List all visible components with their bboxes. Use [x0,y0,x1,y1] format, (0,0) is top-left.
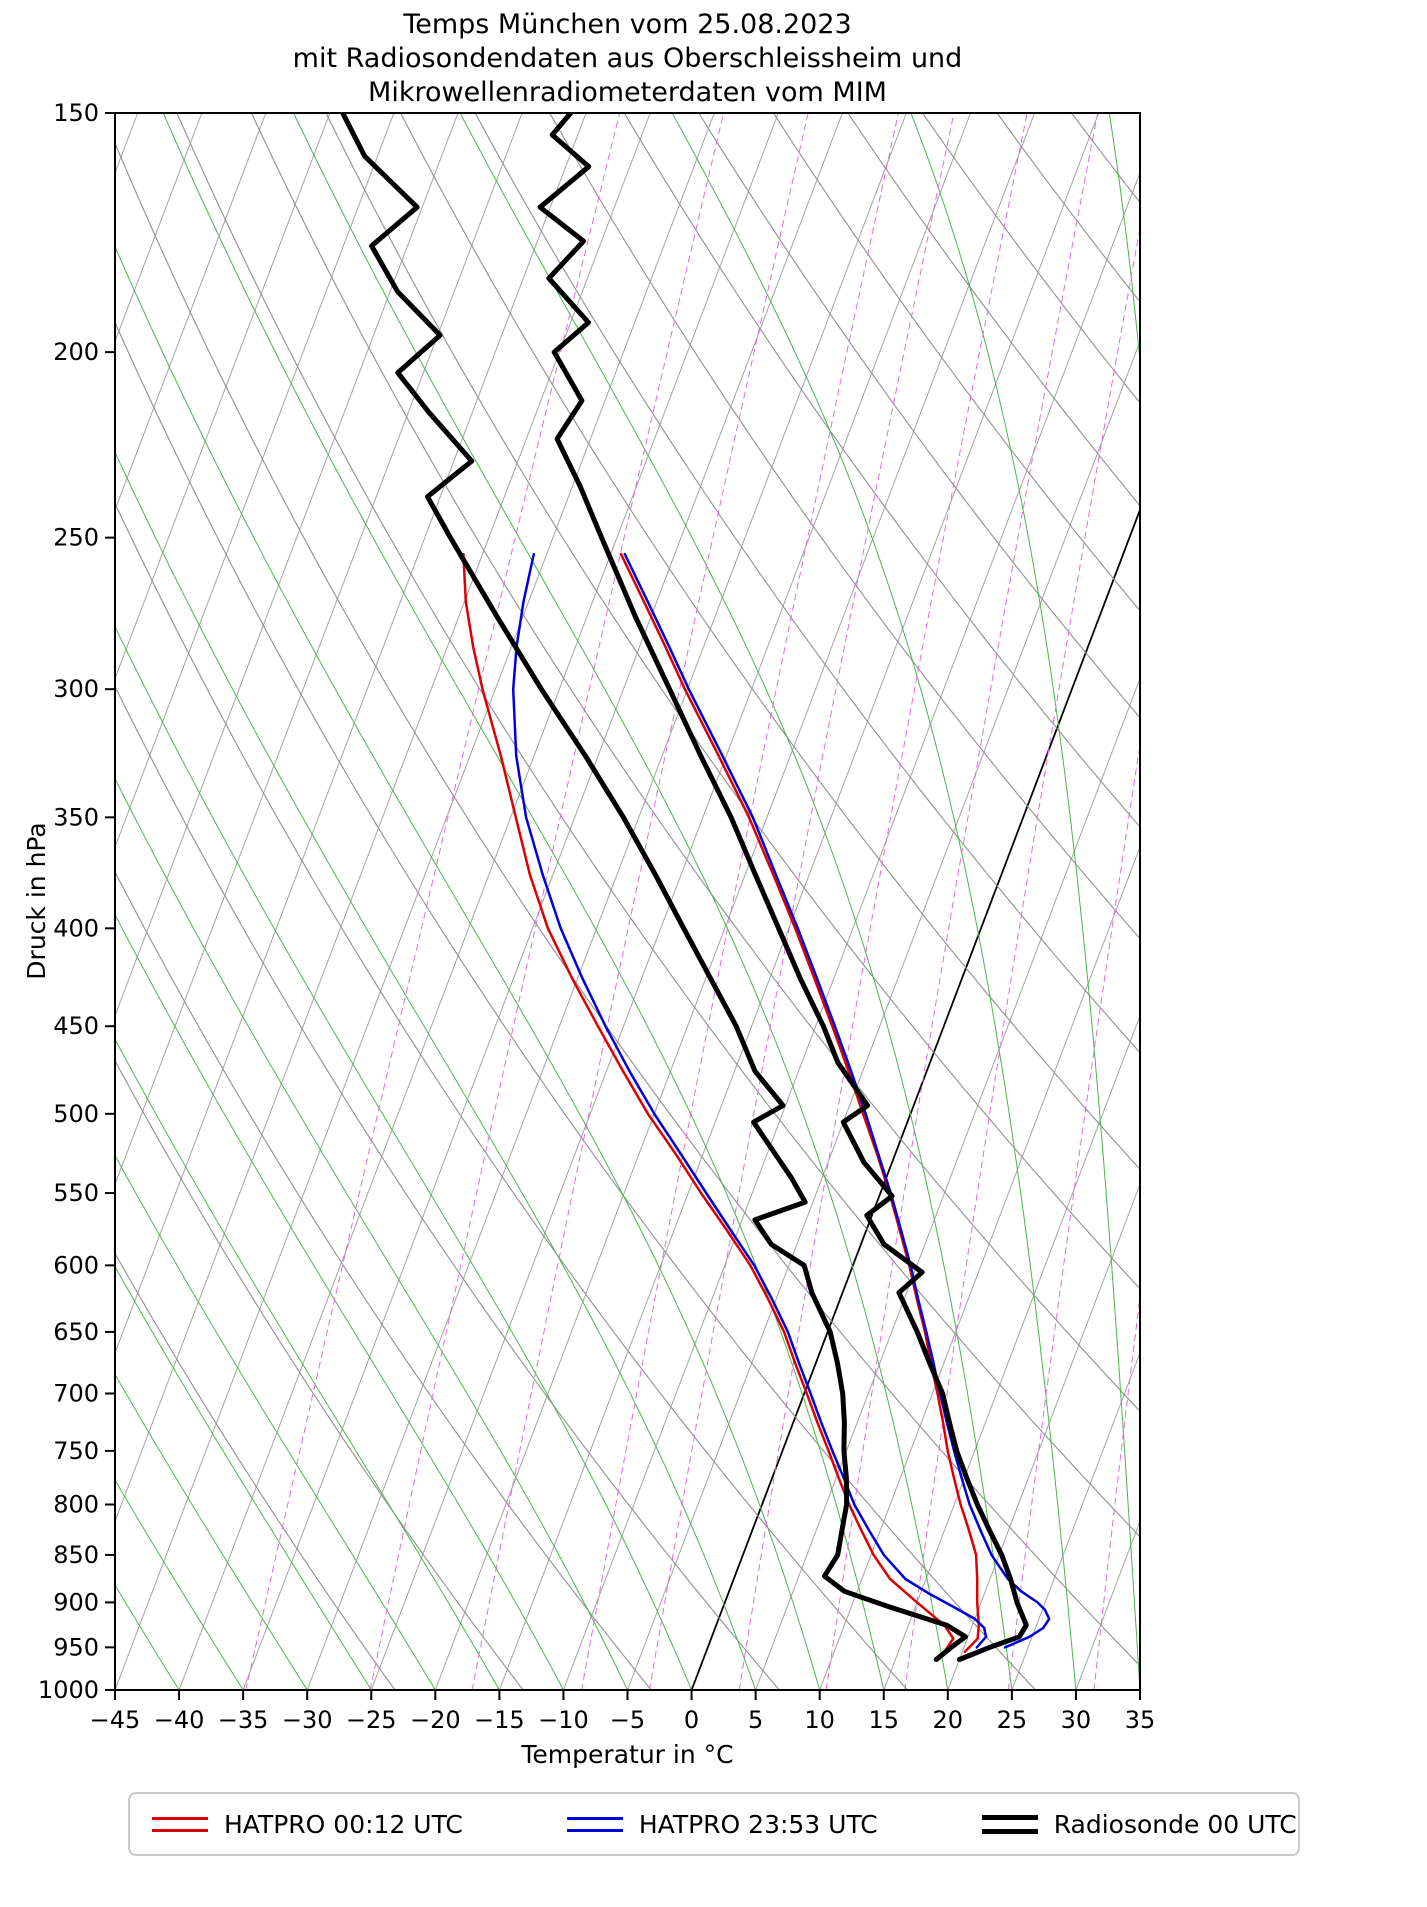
svg-text:−25: −25 [346,1706,397,1734]
svg-text:300: 300 [53,675,99,703]
legend-line [152,1828,208,1832]
legend-line [152,1816,208,1820]
svg-text:−30: −30 [282,1706,333,1734]
legend-line [566,1816,623,1820]
svg-text:15: 15 [868,1706,899,1734]
blue-line-icon [566,1816,623,1832]
svg-text:700: 700 [53,1380,99,1408]
chart-title-line-1: Temps München vom 25.08.2023 [403,9,852,40]
svg-text:10: 10 [804,1706,835,1734]
svg-text:800: 800 [53,1491,99,1519]
svg-text:850: 850 [53,1541,99,1569]
svg-text:950: 950 [53,1633,99,1661]
y-axis-label: Druck in hPa [22,822,51,980]
legend-item-hatpro-0012: HATPRO 00:12 UTC [152,1810,463,1839]
svg-text:−20: −20 [410,1706,461,1734]
legend-item-hatpro-2353: HATPRO 23:53 UTC [566,1809,878,1839]
svg-text:25: 25 [997,1706,1028,1734]
svg-text:0: 0 [684,1706,699,1734]
svg-text:150: 150 [53,99,99,127]
svg-text:−40: −40 [154,1706,205,1734]
legend-label-radiosonde: Radiosonde 00 UTC [1053,1809,1297,1839]
svg-text:−35: −35 [218,1706,269,1734]
chart-title-line-2: mit Radiosondendaten aus Oberschleisshei… [292,43,963,74]
legend-label-hatpro-2353: HATPRO 23:53 UTC [638,1809,878,1839]
black-line-icon [981,1814,1038,1834]
svg-text:250: 250 [53,524,99,552]
red-line-icon [152,1816,208,1832]
svg-text:400: 400 [53,914,99,942]
legend: HATPRO 00:12 UTC HATPRO 23:53 UTC Radios… [128,1792,1300,1856]
svg-text:1000: 1000 [38,1676,99,1704]
svg-text:30: 30 [1061,1706,1092,1734]
svg-text:−5: −5 [610,1706,645,1734]
legend-line [566,1828,623,1832]
svg-text:600: 600 [53,1251,99,1279]
svg-text:900: 900 [53,1588,99,1616]
legend-line [981,1814,1038,1820]
svg-text:20: 20 [933,1706,964,1734]
chart-title-line-3: Mikrowellenradiometerdaten vom MIM [368,77,887,108]
svg-text:350: 350 [53,803,99,831]
legend-line [981,1828,1038,1834]
svg-text:450: 450 [53,1012,99,1040]
chart-title: Temps München vom 25.08.2023 mit Radioso… [115,8,1140,110]
svg-text:35: 35 [1125,1706,1156,1734]
svg-text:650: 650 [53,1318,99,1346]
svg-text:550: 550 [53,1179,99,1207]
svg-text:500: 500 [53,1100,99,1128]
svg-text:−15: −15 [474,1706,525,1734]
svg-text:750: 750 [53,1437,99,1465]
svg-text:5: 5 [748,1706,763,1734]
svg-text:200: 200 [53,338,99,366]
svg-text:−45: −45 [90,1706,141,1734]
legend-item-radiosonde: Radiosonde 00 UTC [981,1809,1297,1839]
svg-text:−10: −10 [538,1706,589,1734]
legend-label-hatpro-0012: HATPRO 00:12 UTC [224,1809,463,1839]
x-axis-label: Temperatur in °C [521,1740,734,1769]
